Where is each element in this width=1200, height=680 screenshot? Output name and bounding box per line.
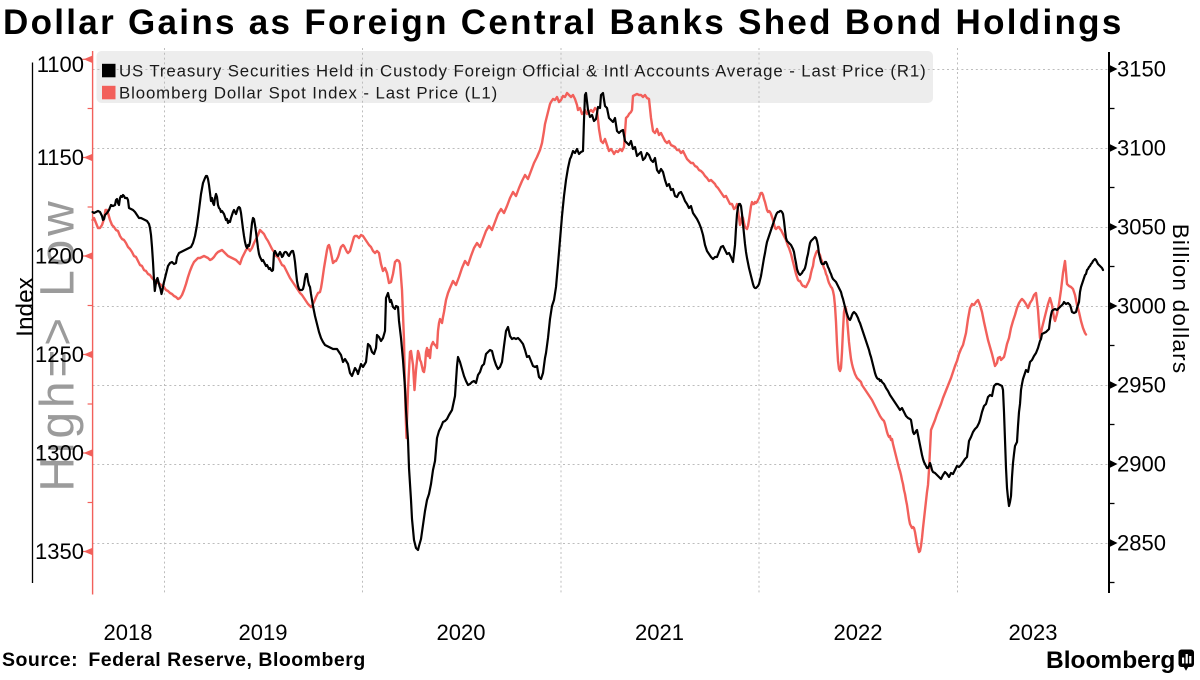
svg-text:Index: Index bbox=[12, 277, 39, 337]
svg-text:2018: 2018 bbox=[104, 620, 153, 645]
svg-text:Billion dollars: Billion dollars bbox=[1168, 224, 1193, 375]
svg-text:2020: 2020 bbox=[437, 620, 486, 645]
svg-text:3050: 3050 bbox=[1117, 215, 1166, 240]
svg-text:2021: 2021 bbox=[635, 620, 684, 645]
svg-text:1250: 1250 bbox=[35, 342, 84, 367]
svg-text:1350: 1350 bbox=[35, 539, 84, 564]
svg-text:Source: Federal Reserve, Bloom: Source: Federal Reserve, Bloomberg bbox=[2, 649, 366, 671]
svg-text:2023: 2023 bbox=[1009, 620, 1058, 645]
svg-text:Dollar Gains as Foreign Centra: Dollar Gains as Foreign Central Banks Sh… bbox=[3, 3, 1124, 42]
svg-text:1100: 1100 bbox=[37, 52, 84, 77]
svg-text:Bloomberg: Bloomberg bbox=[1046, 647, 1175, 674]
svg-text:US Treasury Securities Held in: US Treasury Securities Held in Custody F… bbox=[119, 62, 927, 81]
svg-text:2900: 2900 bbox=[1117, 452, 1166, 477]
svg-text:3000: 3000 bbox=[1117, 294, 1166, 319]
svg-text:2019: 2019 bbox=[239, 620, 288, 645]
svg-text:1300: 1300 bbox=[35, 441, 84, 466]
svg-text:2850: 2850 bbox=[1117, 531, 1166, 556]
svg-text:3100: 3100 bbox=[1117, 136, 1166, 161]
svg-text:2022: 2022 bbox=[834, 620, 883, 645]
svg-text:1200: 1200 bbox=[35, 244, 84, 269]
svg-text:1150: 1150 bbox=[37, 145, 84, 170]
svg-text:High=> Low: High=> Low bbox=[32, 197, 85, 491]
svg-text:3150: 3150 bbox=[1117, 57, 1166, 82]
svg-text:Bloomberg Dollar Spot Index -: Bloomberg Dollar Spot Index - Last Price… bbox=[119, 84, 498, 103]
svg-text:2950: 2950 bbox=[1117, 373, 1166, 398]
